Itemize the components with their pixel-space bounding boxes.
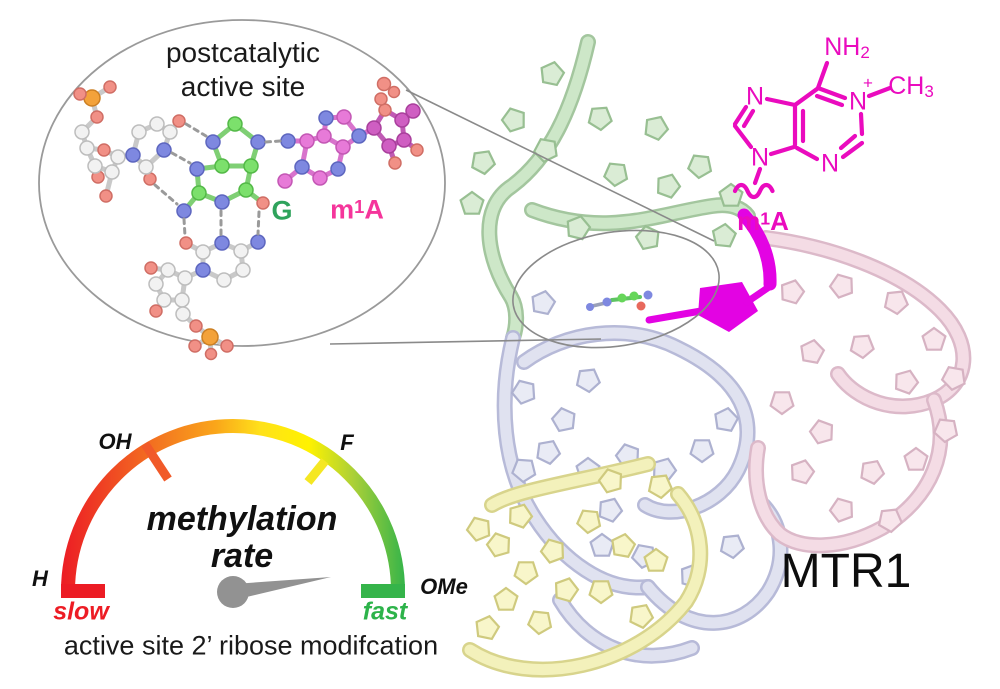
gauge-tick-right — [304, 458, 329, 485]
gauge-needle — [217, 576, 331, 608]
gauge-label-ome: OMe — [420, 574, 468, 599]
gauge-tick-left — [141, 441, 172, 482]
gauge-caption: active site 2’ ribose modifcation — [63, 630, 439, 661]
structure-name-label: MTR1 — [780, 545, 912, 598]
wavy-bond — [732, 182, 775, 200]
cytosine-bottom — [144, 234, 266, 361]
inset-oval — [38, 19, 446, 347]
rna-strand-yellow — [462, 456, 709, 678]
zoom-region-ellipse — [512, 229, 720, 349]
gauge-foot-right — [361, 584, 405, 598]
gauge-title-line1: methylation — [146, 500, 338, 538]
gauge-label-h: H — [32, 566, 48, 591]
inset-title-line1: postcatalytic — [165, 37, 321, 68]
gauge-label-oh: OH — [98, 429, 132, 454]
fast-label: fast — [362, 597, 408, 626]
m1a-structure-label: m1A — [737, 206, 789, 236]
methylation-rate-gauge — [61, 419, 405, 608]
rna-strand-lavender — [496, 287, 789, 664]
methyl-group-label: CH3 — [888, 71, 934, 102]
rna-strand-green — [459, 34, 756, 346]
amine-group-label: NH2 — [824, 32, 870, 63]
bound-g-residue — [586, 290, 653, 311]
gauge-arc — [61, 419, 405, 592]
n7-atom-label: N — [745, 82, 765, 111]
rna-strand-pink — [748, 230, 972, 554]
m1a-residue — [277, 76, 424, 189]
gauge-foot-left — [61, 584, 105, 598]
slow-label: slow — [53, 597, 109, 626]
positive-charge-label: + — [863, 73, 873, 93]
gauge-title-line2: rate — [210, 537, 274, 575]
rna-m1a-highlight — [645, 208, 777, 332]
n9-atom-label: N — [750, 143, 770, 172]
m1a-chemical-structure — [732, 60, 893, 200]
callout-lines — [329, 89, 715, 345]
inset-title-line2: active site — [180, 71, 306, 102]
m1a-base-label: m1A — [330, 194, 384, 225]
hydrogen-bonds — [153, 122, 282, 238]
n1-atom-label: N — [848, 87, 868, 116]
rna-structure — [459, 34, 972, 678]
uridine-top-left — [73, 80, 186, 203]
inset-molecules — [73, 76, 424, 361]
guanine-base — [176, 116, 270, 219]
n3-atom-label: N — [820, 149, 840, 178]
gauge-label-f: F — [340, 430, 354, 455]
g-base-label: G — [271, 195, 293, 226]
